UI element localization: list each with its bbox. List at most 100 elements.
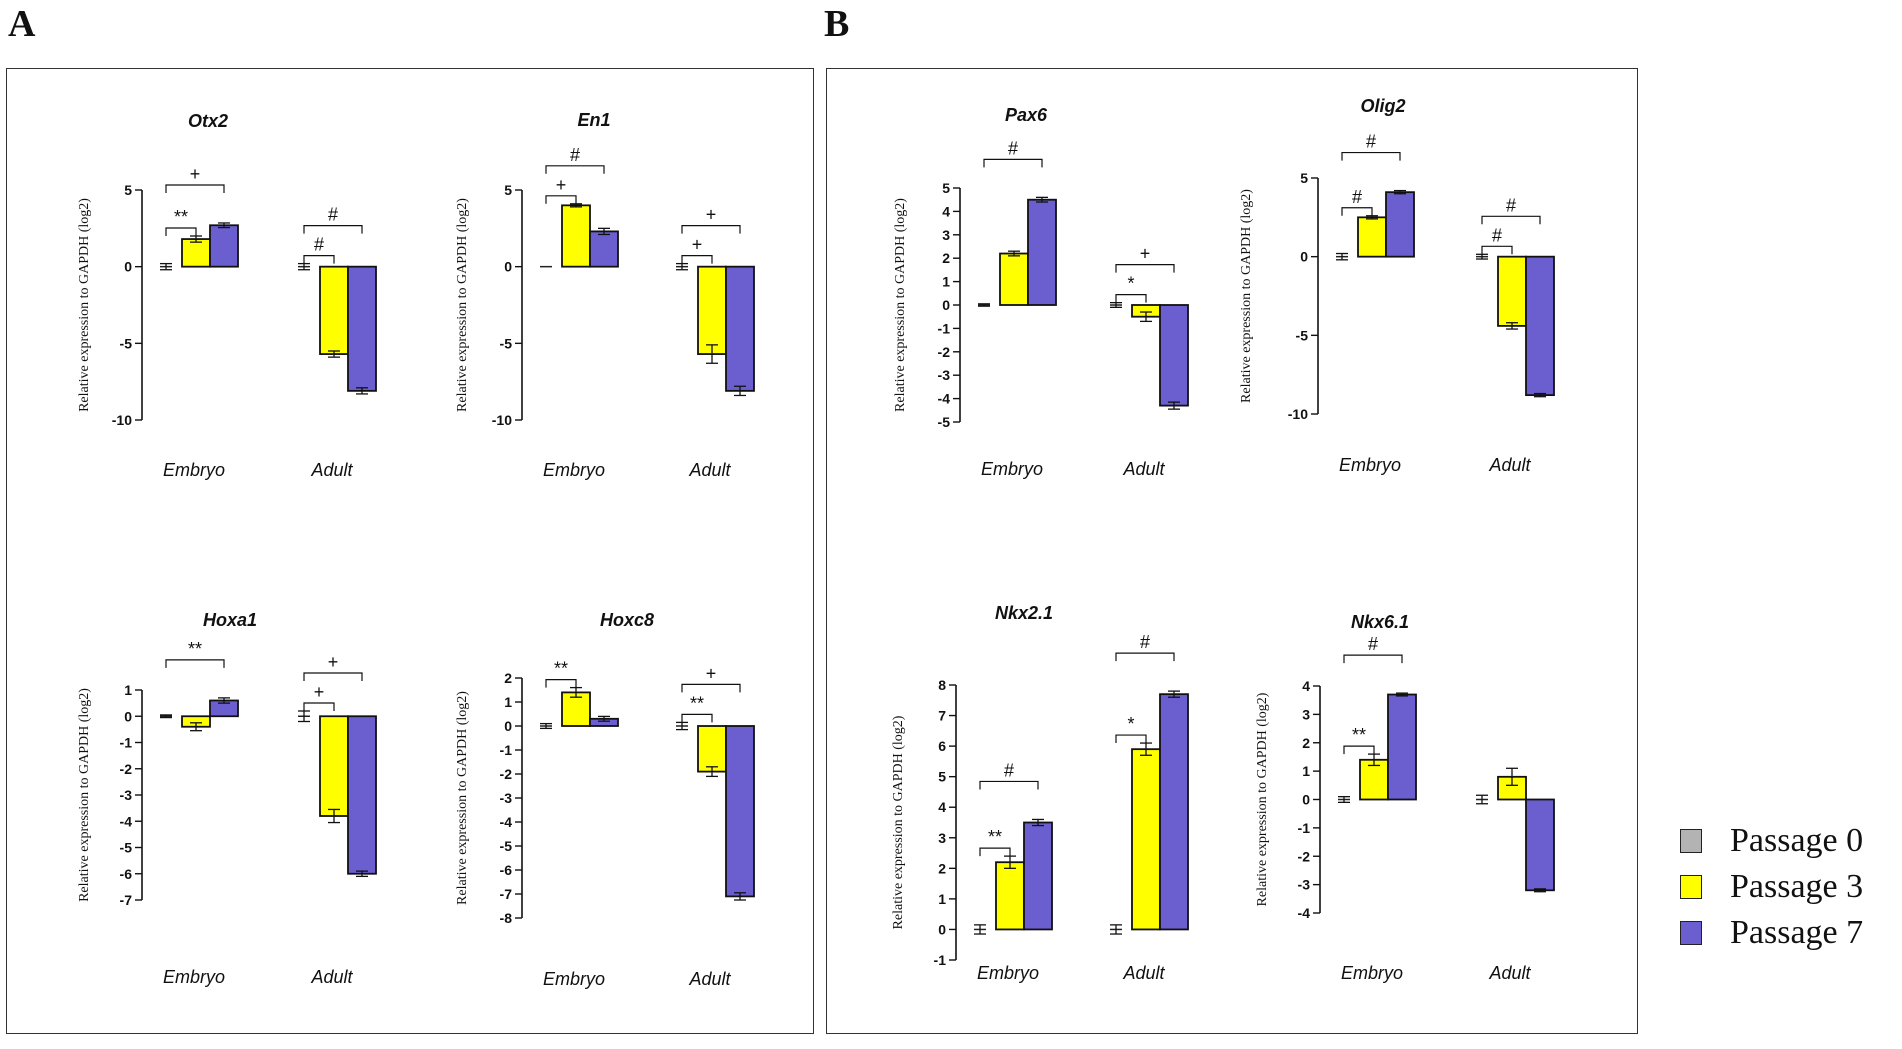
chart-title: Nkx2.1: [995, 603, 1053, 623]
bar-passage-7: [209, 224, 239, 268]
y-tick-label: -1: [934, 952, 947, 968]
significance-bracket: [165, 659, 225, 668]
chart-nkx2-1: Nkx2.1 8 7 6 5 4 3 2 1 0 -1 Relative expression to …: [891, 603, 1189, 983]
significance-label: *: [1127, 714, 1134, 734]
category-label: Embryo: [163, 460, 225, 480]
significance-bracket: [1115, 734, 1147, 744]
y-tick-label: 0: [942, 297, 950, 313]
y-tick-label: 0: [124, 708, 132, 724]
significance-bracket: [681, 225, 741, 234]
bar-passage-3: [995, 861, 1025, 931]
category-label: Adult: [310, 460, 353, 480]
chart-title: Olig2: [1360, 96, 1405, 116]
significance-label: #: [570, 145, 580, 165]
significance-bracket: [1343, 654, 1403, 664]
bar-passage-3: [999, 252, 1029, 306]
category-label: Embryo: [1341, 963, 1403, 983]
significance-label: +: [328, 652, 339, 672]
bar-passage-3: [561, 691, 591, 727]
significance-label: **: [188, 639, 202, 659]
y-tick-label: -6: [500, 862, 513, 878]
bar-passage-7: [1525, 798, 1555, 892]
y-tick-label: -7: [120, 892, 133, 908]
y-tick-label: 2: [938, 860, 946, 876]
category-label: Adult: [688, 969, 731, 989]
chart-hoxc8: Hoxc8 2 1 0 -1 -2 -3 -4 -5 -6 -7 -8 Relative express…: [455, 610, 755, 989]
category-label: Embryo: [543, 969, 605, 989]
bar-passage-7: [589, 230, 619, 268]
significance-bracket: [979, 780, 1039, 790]
significance-label: #: [1352, 187, 1362, 207]
y-tick-label: -1: [500, 742, 513, 758]
significance-label: #: [1368, 634, 1378, 654]
category-label: Embryo: [163, 967, 225, 987]
y-tick-label: -3: [120, 787, 133, 803]
legend-swatch-passage-3: [1680, 875, 1702, 899]
y-tick-label: 6: [938, 738, 946, 754]
significance-bracket: [979, 847, 1011, 857]
y-tick-label: 8: [938, 677, 946, 693]
significance-bracket: [983, 158, 1043, 168]
category-label: Embryo: [1339, 455, 1401, 475]
significance-bracket: [681, 683, 741, 693]
bar-passage-7: [1159, 304, 1189, 407]
significance-label: +: [556, 175, 567, 195]
category-label: Adult: [1122, 459, 1165, 479]
significance-bracket: [303, 702, 335, 711]
y-tick-label: 0: [938, 921, 946, 937]
y-tick-label: -10: [112, 412, 132, 428]
y-tick-label: 4: [1302, 678, 1310, 694]
y-tick-label: 1: [938, 891, 946, 907]
chart-title: Nkx6.1: [1351, 612, 1409, 632]
chart-title: Hoxc8: [600, 610, 654, 630]
chart-title: Pax6: [1005, 105, 1048, 125]
y-tick-label: -10: [1288, 406, 1308, 422]
y-axis-label: Relative expression to GAPDH (log2): [455, 691, 470, 905]
y-tick-label: -4: [120, 813, 133, 829]
y-tick-label: -1: [120, 735, 133, 751]
y-tick-label: 0: [1302, 792, 1310, 808]
y-tick-label: 3: [1302, 706, 1310, 722]
significance-bracket: [1115, 294, 1147, 303]
bar-passage-3: [319, 715, 349, 817]
y-axis-label: Relative expression to GAPDH (log2): [1255, 692, 1270, 906]
y-tick-label: -4: [500, 814, 513, 830]
significance-bracket: [1481, 245, 1513, 255]
chart-otx2: Otx2 5 0 -5 -10 Relative expression to GAPDH …: [77, 111, 377, 480]
bar-passage-3: [697, 265, 727, 355]
significance-label: **: [174, 207, 188, 227]
significance-label: #: [1140, 632, 1150, 652]
significance-bracket: [1481, 215, 1541, 225]
significance-label: #: [1492, 225, 1502, 245]
category-label: Adult: [1488, 963, 1531, 983]
category-label: Adult: [688, 460, 731, 480]
significance-label: **: [690, 693, 704, 713]
significance-bracket: [545, 679, 577, 688]
category-label: Adult: [1122, 963, 1165, 983]
y-tick-label: -10: [492, 412, 512, 428]
category-label: Embryo: [977, 963, 1039, 983]
significance-bracket: [545, 165, 605, 174]
panel-a-frame: [6, 68, 814, 1034]
bar-passage-7: [1023, 821, 1053, 931]
chart-olig2: Olig2 5 0 -5 -10 Relative expression to GAPDH…: [1239, 96, 1555, 475]
y-tick-label: 0: [1300, 249, 1308, 265]
y-tick-label: -5: [938, 414, 951, 430]
chart-title: En1: [577, 110, 610, 130]
panel-b-label: B: [824, 3, 850, 45]
significance-label: *: [1127, 274, 1134, 294]
bar-passage-7: [1027, 198, 1057, 306]
significance-bracket: [303, 672, 363, 681]
bar-passage-7: [725, 725, 755, 898]
significance-bracket: [303, 225, 363, 234]
bar-passage-3: [1131, 748, 1161, 931]
significance-bracket: [545, 195, 577, 204]
bar-passage-3: [181, 238, 211, 268]
y-tick-label: 2: [942, 250, 950, 266]
y-tick-label: -5: [500, 335, 513, 351]
significance-bracket: [1343, 745, 1375, 755]
significance-bracket: [1115, 652, 1175, 662]
bar-passage-3: [561, 204, 591, 268]
bar-passage-3: [697, 725, 727, 773]
y-tick-label: 7: [938, 708, 946, 724]
